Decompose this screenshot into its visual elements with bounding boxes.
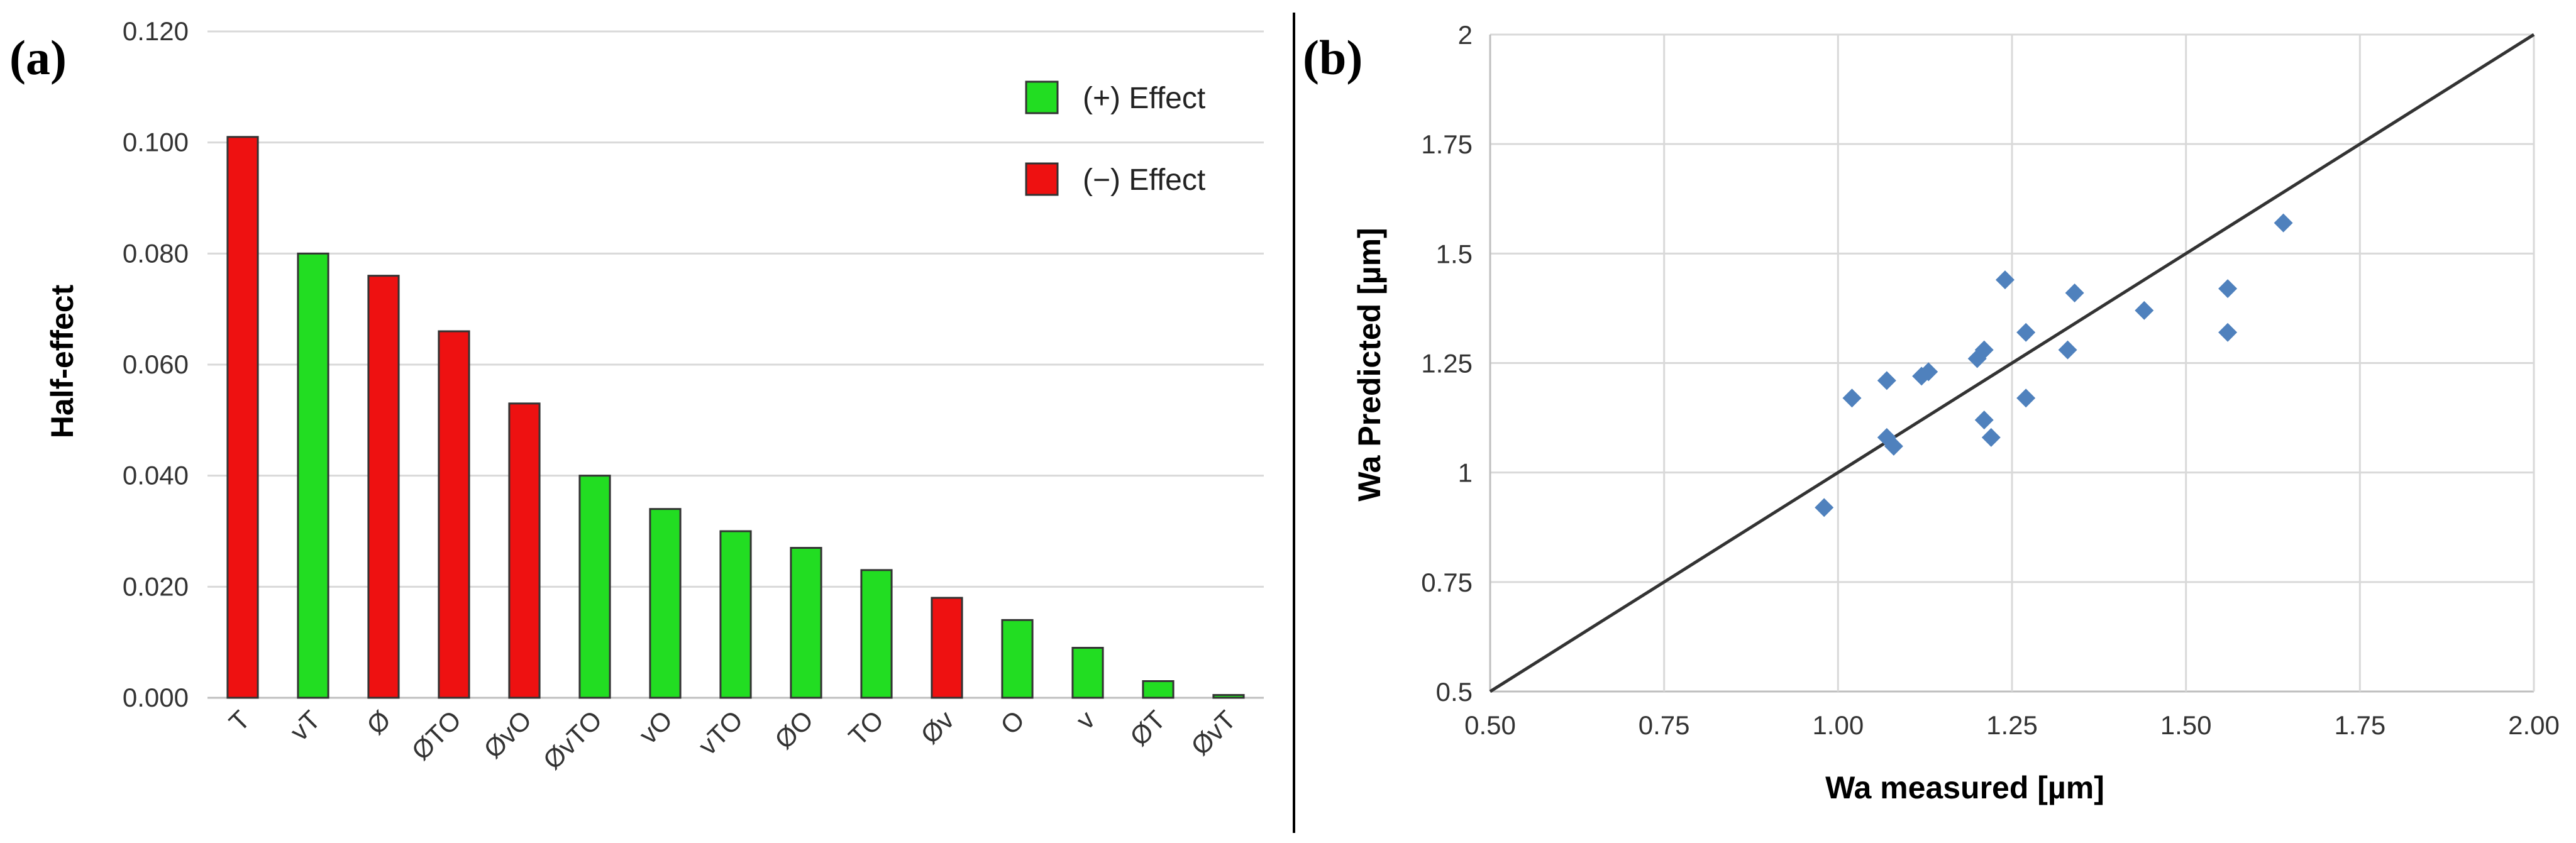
scatter-chart-y-tick-label: 1.5: [1436, 239, 1473, 268]
bar-chart-y-tick-label: 0.100: [123, 128, 189, 157]
scatter-point: [1884, 436, 1903, 456]
bar: [578, 475, 611, 699]
bar: [297, 252, 329, 699]
bar-chart-y-tick-label: 0.040: [123, 461, 189, 490]
bar-chart-x-tick-label: Øv: [915, 705, 959, 749]
reference-line: [1489, 33, 2535, 693]
bar-chart-x-tick-label: TO: [843, 705, 889, 751]
scatter-chart-y-tick-label: 1: [1458, 458, 1473, 488]
legend-label-negative: (−) Effect: [1083, 163, 1205, 197]
scatter-chart-points: [1815, 213, 2293, 517]
half-effect-bar-chart: (a) 0.0000.0200.0400.0600.0800.1000.120 …: [9, 16, 1264, 775]
bar-chart-y-tick-label: 0.000: [123, 683, 189, 712]
scatter-point: [1842, 388, 1862, 408]
bar: [508, 402, 541, 699]
bar: [790, 547, 822, 699]
bar-chart-x-tick-label: ØO: [769, 705, 819, 754]
scatter-point: [2058, 340, 2077, 360]
panel-label-b: (b): [1303, 30, 1363, 85]
bar-chart-x-tick-label: vT: [284, 705, 326, 746]
scatter-chart-x-axis-title: Wa measured [µm]: [1825, 770, 2104, 805]
scatter-chart-y-axis-title: Wa Predicted [µm]: [1352, 228, 1387, 501]
bar-chart-x-tick-label: ØvT: [1185, 705, 1241, 761]
scatter-point: [2218, 322, 2238, 342]
legend-label-positive: (+) Effect: [1083, 82, 1205, 115]
scatter-chart-y-tick-label: 0.75: [1421, 568, 1473, 597]
scatter-point: [2016, 388, 2036, 408]
scatter-chart-x-tick-labels: 0.50 0.75 1.00 1.25 1.50 1.75 2.00: [1464, 710, 2560, 740]
scatter-chart-y-tick-label: 1.75: [1421, 129, 1473, 159]
scatter-point: [1995, 270, 2015, 290]
scatter-chart-y-tick-label: 2: [1458, 20, 1473, 50]
scatter-point: [2065, 284, 2084, 303]
bar-chart-x-tick-label: ØT: [1124, 705, 1171, 751]
legend-swatch-negative: [1025, 162, 1059, 196]
scatter-point: [2135, 300, 2154, 320]
bar-chart-x-tick-label: Ø: [361, 705, 396, 740]
bar-chart-y-axis-title: Half-effect: [45, 284, 80, 438]
scatter-chart-x-tick-label: 1.50: [2160, 710, 2212, 740]
bar: [649, 508, 682, 699]
bar-chart-x-tick-label: vO: [633, 705, 678, 749]
bar-chart-x-tick-label: vTO: [693, 705, 749, 761]
bar-chart-x-tick-label: v: [1070, 705, 1100, 735]
bar: [438, 330, 470, 699]
bar: [1001, 619, 1034, 699]
bar-chart-y-tick-label: 0.060: [123, 350, 189, 379]
wa-scatter-chart: (b) 0.5 0.75 1 1.25 1.5 1.75 2 0.50 0.75 1.00 1.2…: [1303, 20, 2560, 805]
bar-chart-bars: [226, 136, 1245, 699]
scatter-chart-y-tick-label: 0.5: [1436, 677, 1473, 707]
bar-chart-y-tick-label: 0.120: [123, 16, 189, 46]
panel-label-a: (a): [9, 30, 67, 85]
bar-chart-x-tick-label: T: [223, 705, 255, 737]
scatter-point: [1974, 410, 1994, 430]
scatter-chart-x-tick-label: 2.00: [2508, 710, 2560, 740]
bar: [1142, 680, 1175, 699]
bar-chart-x-tick-label: ØvO: [478, 705, 537, 764]
bar: [226, 136, 259, 699]
scatter-chart-x-tick-label: 0.50: [1464, 710, 1516, 740]
scatter-chart-y-tick-label: 1.25: [1421, 349, 1473, 378]
scatter-point: [1981, 427, 2001, 447]
bar-chart-x-tick-label: ØTO: [406, 705, 467, 766]
bar-chart-y-tick-labels: 0.000 0.020 0.040 0.060 0.080 0.100 0.120: [123, 16, 189, 712]
scatter-chart-x-tick-label: 0.75: [1639, 710, 1690, 740]
scatter-point: [2218, 279, 2238, 299]
scatter-point: [2274, 213, 2293, 233]
bar-chart-x-tick-label: ØvTO: [537, 705, 607, 775]
bar-chart-x-tick-label: O: [995, 705, 1030, 740]
bar: [931, 597, 963, 699]
scatter-point: [2016, 322, 2036, 342]
bar: [1212, 694, 1245, 699]
scatter-chart-x-tick-label: 1.25: [1986, 710, 2038, 740]
bar: [367, 275, 400, 699]
scatter-chart-reference-line: [1489, 33, 2535, 693]
bar: [860, 569, 893, 699]
scatter-point: [1815, 498, 1834, 517]
scatter-point: [1974, 340, 1994, 360]
scatter-chart-x-tick-label: 1.00: [1812, 710, 1864, 740]
legend-swatch-positive: [1025, 80, 1059, 114]
bar-chart-legend: (+) Effect (−) Effect: [1025, 80, 1205, 197]
bar: [719, 530, 752, 699]
bar: [1071, 647, 1104, 699]
scatter-point: [1919, 362, 1938, 382]
bar-chart-y-tick-label: 0.080: [123, 238, 189, 268]
scatter-chart-x-tick-label: 1.75: [2334, 710, 2385, 740]
bar-chart-y-tick-label: 0.020: [123, 571, 189, 601]
scatter-point: [1877, 371, 1896, 390]
scatter-chart-y-tick-labels: 0.5 0.75 1 1.25 1.5 1.75 2: [1421, 20, 1473, 707]
